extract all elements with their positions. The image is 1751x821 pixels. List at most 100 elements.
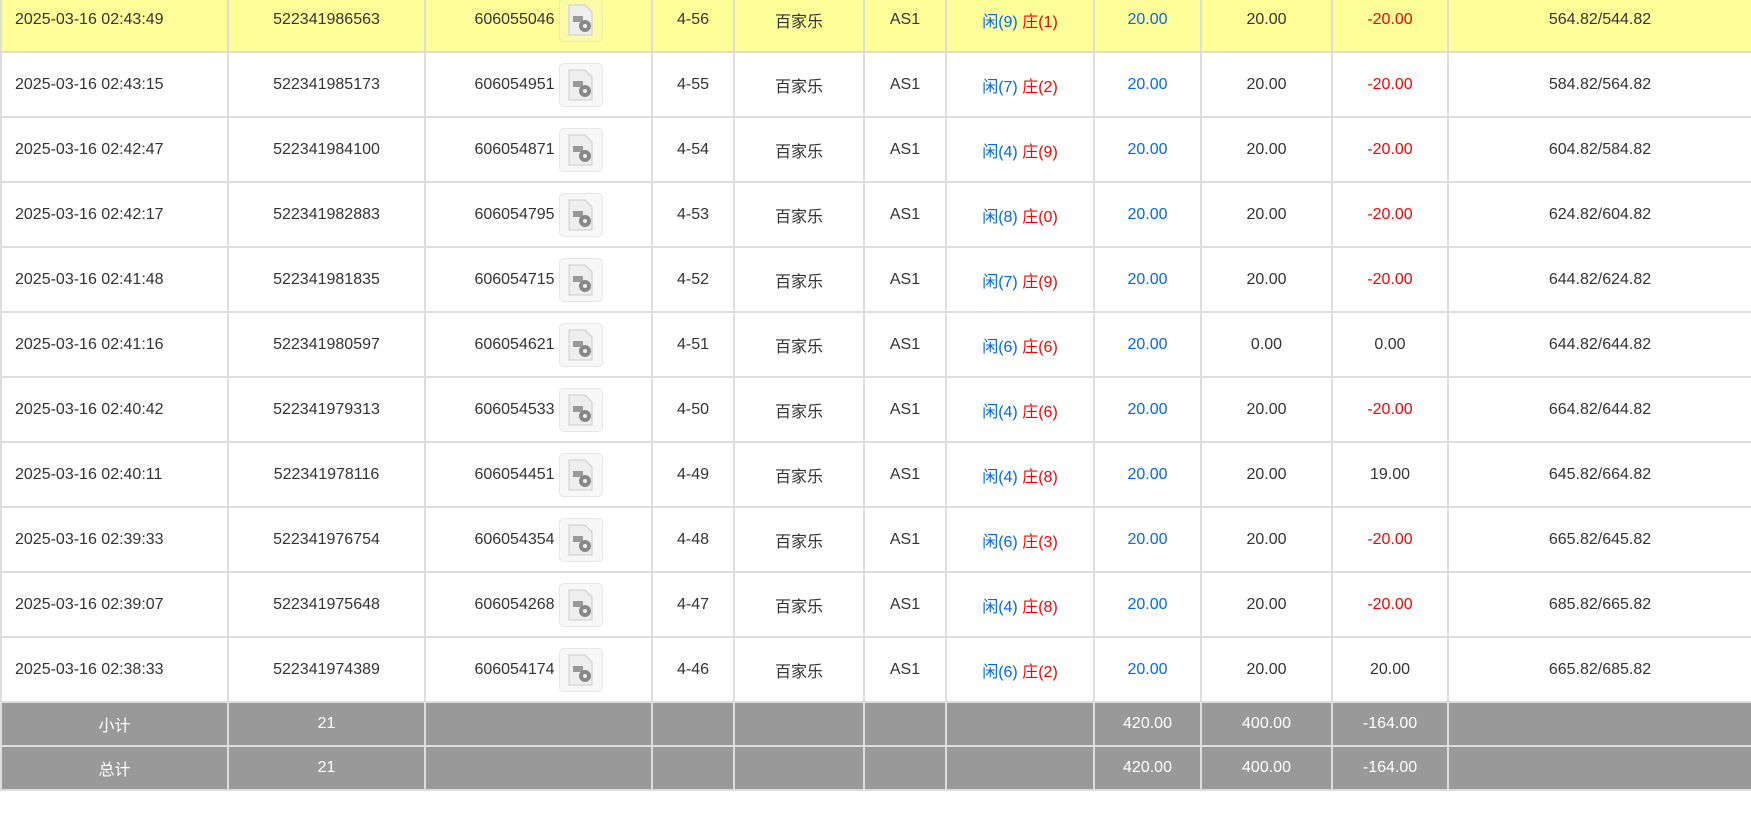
round: 4-55 — [651, 51, 735, 118]
valid-bet: 20.00 — [1200, 376, 1333, 443]
game-id-cell: 606054951 — [424, 51, 653, 118]
game-id-cell: 606054268 — [424, 571, 653, 638]
table-row: 2025-03-16 02:43:49 522341986563 6060550… — [0, 0, 1751, 53]
valid-bet: 20.00 — [1200, 441, 1333, 508]
banker-result: 庄(6) — [1022, 338, 1058, 356]
balance: 665.82/645.82 — [1447, 506, 1751, 573]
game-id-cell: 606054871 — [424, 116, 653, 183]
banker-result: 庄(2) — [1022, 78, 1058, 96]
game-name: 百家乐 — [733, 0, 865, 53]
player-result: 闲(6) — [982, 663, 1018, 681]
subtotal-bet: 420.00 — [1093, 701, 1202, 747]
video-file-icon[interactable] — [558, 452, 603, 497]
game-id-cell: 606054715 — [424, 246, 653, 313]
banker-result: 庄(9) — [1022, 143, 1058, 161]
table-row: 2025-03-16 02:39:33 522341976754 6060543… — [0, 506, 1751, 573]
round: 4-56 — [651, 0, 735, 53]
subtotal-label: 小计 — [0, 701, 229, 747]
result: 闲(7) 庄(2) — [945, 51, 1095, 118]
player-result: 闲(9) — [982, 13, 1018, 31]
video-file-icon[interactable] — [558, 582, 603, 627]
bet-time: 2025-03-16 02:42:17 — [0, 181, 229, 248]
table-name: AS1 — [863, 246, 947, 313]
game-id: 606054621 — [474, 335, 555, 353]
table-name: AS1 — [863, 571, 947, 638]
balance: 584.82/564.82 — [1447, 51, 1751, 118]
table-name: AS1 — [863, 441, 947, 508]
bet-amount: 20.00 — [1093, 116, 1202, 183]
bet-time: 2025-03-16 02:43:15 — [0, 51, 229, 118]
order-number: 522341984100 — [227, 116, 426, 183]
subtotal-valid: 400.00 — [1200, 701, 1333, 747]
round: 4-46 — [651, 636, 735, 703]
table-row: 2025-03-16 02:43:15 522341985173 6060549… — [0, 51, 1751, 118]
order-number: 522341980597 — [227, 311, 426, 378]
win-loss: 0.00 — [1331, 311, 1449, 378]
player-result: 闲(4) — [982, 598, 1018, 616]
total-label: 总计 — [0, 745, 229, 791]
video-file-icon[interactable] — [558, 127, 603, 172]
table-name: AS1 — [863, 51, 947, 118]
round: 4-52 — [651, 246, 735, 313]
banker-result: 庄(3) — [1022, 533, 1058, 551]
table-name: AS1 — [863, 311, 947, 378]
bet-amount: 20.00 — [1093, 51, 1202, 118]
bet-time: 2025-03-16 02:40:42 — [0, 376, 229, 443]
table-row: 2025-03-16 02:42:17 522341982883 6060547… — [0, 181, 1751, 248]
subtotal-count: 21 — [227, 701, 426, 747]
order-number: 522341986563 — [227, 0, 426, 53]
win-loss: -20.00 — [1331, 571, 1449, 638]
video-file-icon[interactable] — [558, 257, 603, 302]
win-loss: -20.00 — [1331, 116, 1449, 183]
game-name: 百家乐 — [733, 246, 865, 313]
round: 4-50 — [651, 376, 735, 443]
valid-bet: 20.00 — [1200, 116, 1333, 183]
video-file-icon[interactable] — [558, 322, 603, 367]
table-row: 2025-03-16 02:40:11 522341978116 6060544… — [0, 441, 1751, 508]
win-loss: -20.00 — [1331, 51, 1449, 118]
game-id-cell: 606054451 — [424, 441, 653, 508]
order-number: 522341978116 — [227, 441, 426, 508]
banker-result: 庄(6) — [1022, 403, 1058, 421]
result: 闲(6) 庄(6) — [945, 311, 1095, 378]
game-id-cell: 606054174 — [424, 636, 653, 703]
result: 闲(4) 庄(8) — [945, 441, 1095, 508]
game-name: 百家乐 — [733, 181, 865, 248]
bet-amount: 20.00 — [1093, 181, 1202, 248]
video-file-icon[interactable] — [558, 647, 603, 692]
balance: 664.82/644.82 — [1447, 376, 1751, 443]
video-file-icon[interactable] — [558, 192, 603, 237]
game-id: 606054451 — [474, 465, 555, 483]
bet-time: 2025-03-16 02:41:16 — [0, 311, 229, 378]
game-id: 606054268 — [474, 595, 555, 613]
game-id: 606055046 — [474, 10, 555, 28]
subtotal-win: -164.00 — [1331, 701, 1449, 747]
balance: 564.82/544.82 — [1447, 0, 1751, 53]
round: 4-49 — [651, 441, 735, 508]
table-row: 2025-03-16 02:40:42 522341979313 6060545… — [0, 376, 1751, 443]
valid-bet: 20.00 — [1200, 246, 1333, 313]
balance: 665.82/685.82 — [1447, 636, 1751, 703]
game-name: 百家乐 — [733, 506, 865, 573]
round: 4-53 — [651, 181, 735, 248]
game-id: 606054951 — [474, 75, 555, 93]
game-name: 百家乐 — [733, 636, 865, 703]
valid-bet: 20.00 — [1200, 636, 1333, 703]
win-loss: 19.00 — [1331, 441, 1449, 508]
result: 闲(4) 庄(9) — [945, 116, 1095, 183]
video-file-icon[interactable] — [558, 0, 603, 42]
bet-amount: 20.00 — [1093, 376, 1202, 443]
player-result: 闲(6) — [982, 338, 1018, 356]
video-file-icon[interactable] — [558, 387, 603, 432]
banker-result: 庄(2) — [1022, 663, 1058, 681]
total-count: 21 — [227, 745, 426, 791]
game-name: 百家乐 — [733, 116, 865, 183]
valid-bet: 20.00 — [1200, 506, 1333, 573]
video-file-icon[interactable] — [558, 517, 603, 562]
valid-bet: 20.00 — [1200, 571, 1333, 638]
player-result: 闲(8) — [982, 208, 1018, 226]
table-name: AS1 — [863, 636, 947, 703]
player-result: 闲(4) — [982, 403, 1018, 421]
balance: 604.82/584.82 — [1447, 116, 1751, 183]
video-file-icon[interactable] — [558, 62, 603, 107]
